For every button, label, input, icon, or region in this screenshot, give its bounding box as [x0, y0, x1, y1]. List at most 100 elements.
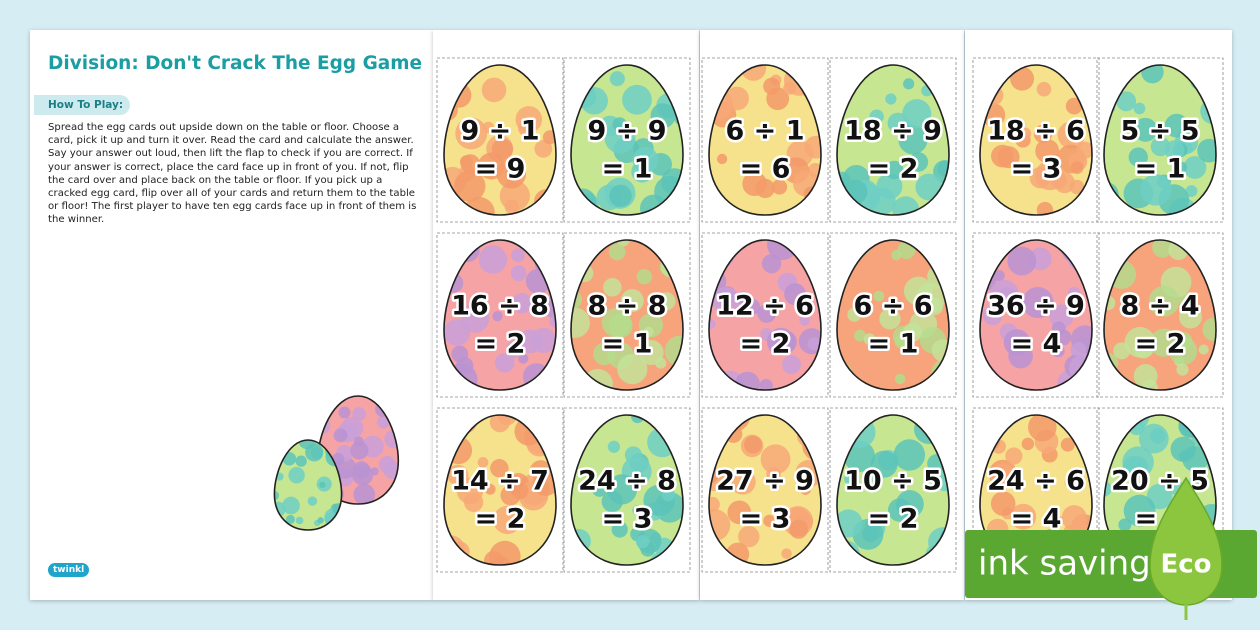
- spot: [884, 160, 904, 180]
- spot: [870, 450, 898, 478]
- spot: [893, 439, 926, 471]
- card-answer: = 3: [602, 504, 653, 535]
- spot: [450, 541, 470, 561]
- spot: [295, 455, 307, 467]
- spot: [665, 416, 683, 444]
- spot: [925, 297, 944, 316]
- card-answer: = 1: [868, 329, 919, 360]
- spot: [444, 79, 455, 92]
- spot: [384, 396, 398, 409]
- spot: [444, 377, 459, 390]
- spot: [282, 496, 300, 515]
- spot: [738, 525, 760, 548]
- spot: [895, 490, 924, 519]
- badge-text: ink saving: [978, 544, 1151, 584]
- spot: [1035, 160, 1065, 191]
- spot: [609, 71, 625, 87]
- spot: [1202, 317, 1216, 342]
- spot: [477, 457, 489, 468]
- spot: [511, 293, 533, 314]
- egg: 36 ÷ 9 = 4: [979, 239, 1093, 391]
- card-expression: 16 ÷ 8: [451, 291, 549, 322]
- spot: [847, 307, 862, 322]
- spot: [763, 77, 781, 95]
- spot: [376, 415, 391, 429]
- spot: [759, 378, 773, 390]
- spot: [1133, 117, 1158, 142]
- spot: [592, 482, 607, 497]
- egg: 18 ÷ 9 = 2: [836, 64, 950, 216]
- spot: [730, 469, 756, 495]
- spot: [1052, 515, 1064, 527]
- spot: [990, 491, 1016, 516]
- spot: [1036, 81, 1052, 97]
- spot: [837, 362, 853, 387]
- spot: [757, 304, 776, 323]
- spot: [1116, 91, 1137, 112]
- spot: [744, 435, 762, 454]
- spot: [1169, 337, 1198, 366]
- egg: 18 ÷ 6 = 3: [979, 64, 1093, 216]
- spot: [1121, 415, 1150, 431]
- card-border: [563, 232, 691, 398]
- card-border: [829, 407, 957, 573]
- spot: [724, 240, 739, 252]
- spot: [352, 464, 374, 486]
- spot: [1061, 240, 1086, 263]
- spot: [481, 77, 507, 103]
- spot: [632, 505, 643, 516]
- card-border: [829, 57, 957, 223]
- spot: [782, 355, 801, 375]
- spot: [1185, 185, 1198, 197]
- spot: [804, 135, 821, 159]
- spot: [531, 327, 556, 353]
- spot: [934, 470, 949, 492]
- spot: [991, 144, 1014, 168]
- egg: 9 ÷ 9 = 1: [570, 64, 684, 216]
- spot: [500, 485, 521, 506]
- card-border: [436, 57, 564, 223]
- card-expression: 12 ÷ 6: [716, 291, 814, 322]
- spot: [1209, 65, 1216, 77]
- card-answer: = 2: [1135, 329, 1186, 360]
- spot: [934, 420, 949, 444]
- spot: [1108, 240, 1123, 254]
- spot: [1070, 161, 1084, 174]
- card-answer: = 4: [1011, 329, 1062, 360]
- spot: [478, 245, 507, 274]
- spot: [771, 179, 788, 195]
- spot: [1005, 447, 1023, 465]
- spot: [673, 437, 683, 454]
- spot: [903, 276, 933, 306]
- card-border: [829, 232, 957, 398]
- spot: [378, 455, 396, 474]
- card-expression: 8 ÷ 8: [588, 291, 667, 322]
- logo[interactable]: twinkl: [48, 563, 90, 577]
- spot: [716, 153, 728, 165]
- spot: [980, 442, 991, 458]
- spot: [1148, 285, 1180, 317]
- egg: 5 ÷ 5 = 1: [1103, 64, 1217, 216]
- spot: [844, 473, 856, 485]
- spot: [797, 65, 821, 86]
- spot: [789, 519, 809, 539]
- card-expression: 8 ÷ 4: [1121, 291, 1200, 322]
- card-border: [436, 407, 564, 573]
- spot: [492, 311, 503, 322]
- spot: [282, 452, 297, 466]
- spot: [660, 257, 682, 278]
- spot: [1104, 369, 1121, 390]
- spot: [1164, 113, 1189, 138]
- spot: [982, 305, 1003, 326]
- spot: [1071, 342, 1087, 357]
- card-expression: 6 ÷ 6: [854, 291, 933, 322]
- card-border: [701, 57, 829, 223]
- spot: [1067, 249, 1088, 270]
- spot: [477, 152, 505, 180]
- spot: [885, 93, 897, 105]
- spot: [980, 244, 1000, 265]
- spot: [1035, 139, 1060, 164]
- spot: [1080, 240, 1092, 253]
- spot: [657, 292, 676, 311]
- spot: [1176, 363, 1189, 376]
